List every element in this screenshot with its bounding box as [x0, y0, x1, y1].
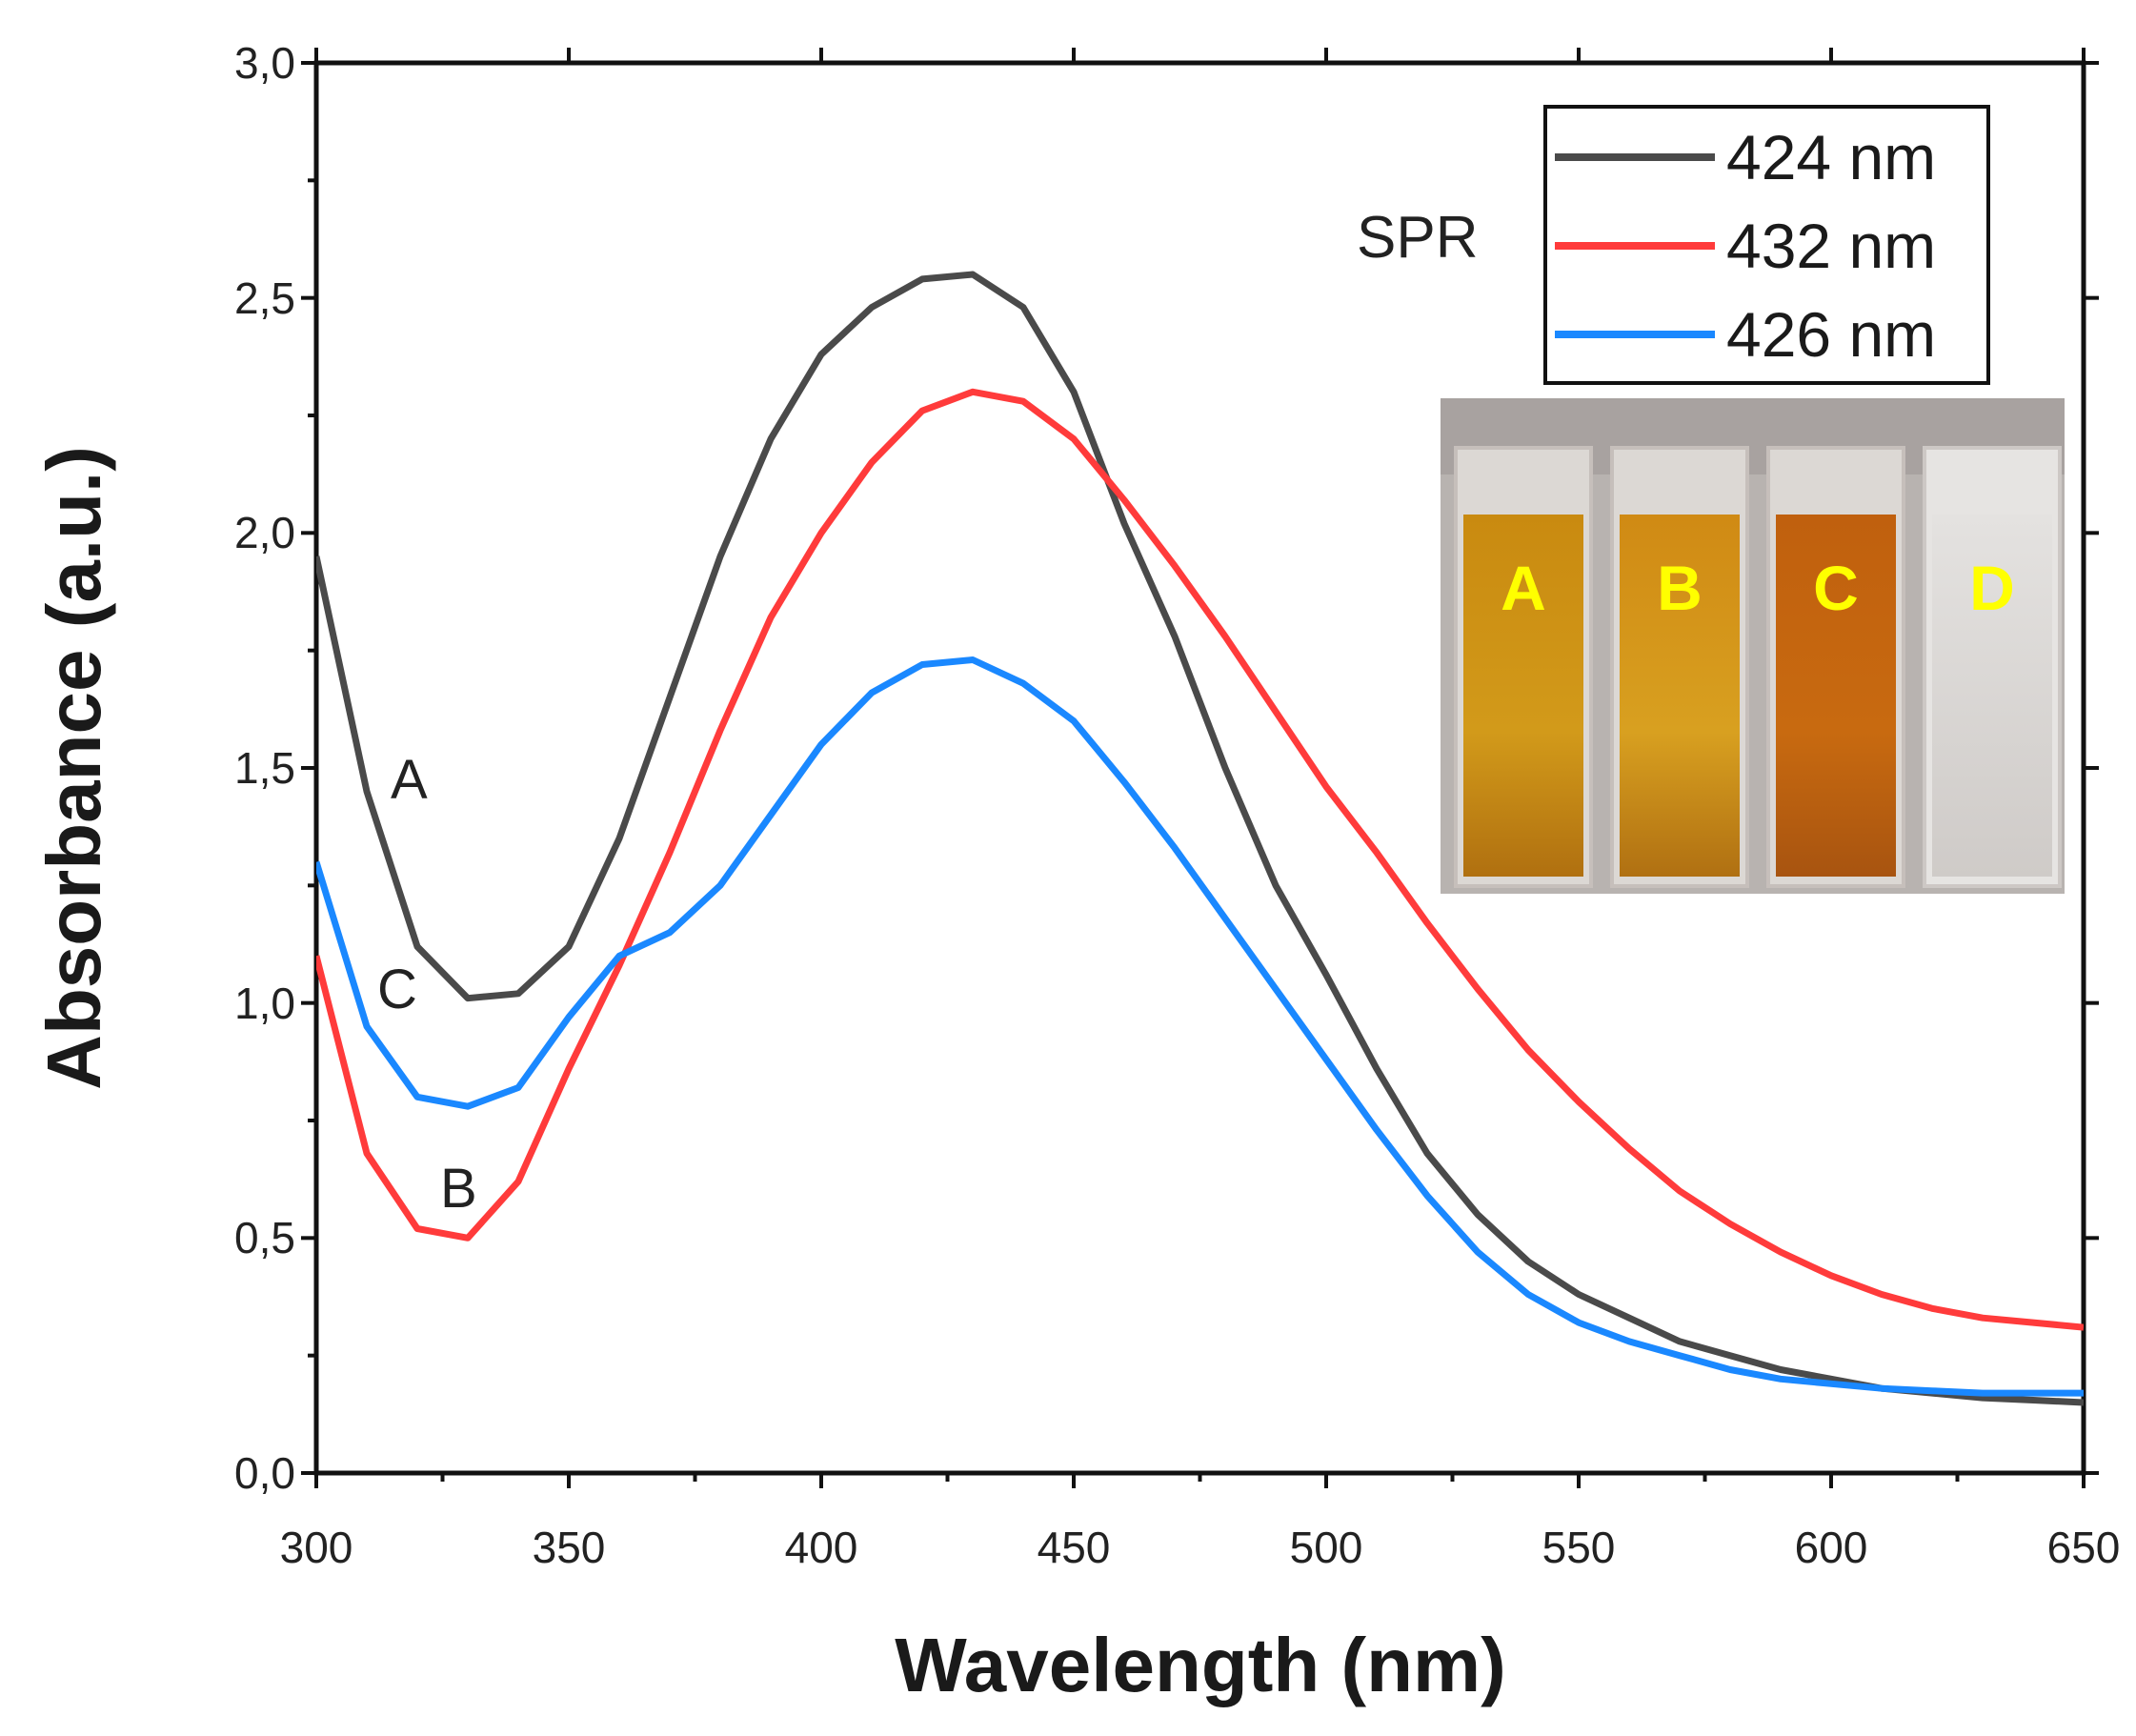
x-tick-labels: 300 350 400 450 500 550 600 650: [280, 1523, 2121, 1572]
cuvette-a-liquid: [1463, 515, 1583, 877]
legend: SPR 424 nm 432 nm 426 nm: [1357, 105, 1990, 385]
x-axis-title: Wavelength (nm): [895, 1623, 1505, 1707]
y-tick-label: 0,0: [234, 1448, 295, 1498]
x-tick-label: 300: [280, 1523, 353, 1572]
cuvette-label-d: D: [1969, 553, 2015, 623]
y-tick-label: 1,5: [234, 743, 295, 793]
x-tick-label: 650: [2047, 1523, 2121, 1572]
curve-label-c: C: [377, 959, 417, 1020]
y-tick-label: 2,5: [234, 273, 295, 323]
x-tick-label: 450: [1038, 1523, 1111, 1572]
curve-label-b: B: [440, 1158, 477, 1220]
y-tick-label: 1,0: [234, 979, 295, 1028]
cuvette-d-liquid: [1932, 515, 2052, 877]
cuvette-c-liquid: [1776, 515, 1896, 877]
series-line-426nm: [316, 656, 2084, 1397]
series-lines: [316, 271, 2084, 1406]
legend-title: SPR: [1357, 205, 1478, 271]
x-tick-label: 600: [1795, 1523, 1868, 1572]
y-tick-labels: 0,0 0,5 1,0 1,5 2,0 2,5 3,0: [234, 38, 295, 1498]
y-tick-label: 3,0: [234, 38, 295, 88]
legend-entry-424nm: 424 nm: [1726, 122, 1936, 192]
legend-entry-432nm: 432 nm: [1726, 211, 1936, 281]
curve-label-a: A: [391, 749, 428, 811]
series-line-432nm: [316, 388, 2084, 1331]
y-tick-label: 2,0: [234, 508, 295, 557]
cuvette-label-c: C: [1813, 553, 1859, 623]
x-tick-label: 500: [1290, 1523, 1363, 1572]
inset-cuvette-photo: A B C D: [1441, 398, 2065, 894]
y-tick-label: 0,5: [234, 1213, 295, 1262]
x-tick-label: 400: [785, 1523, 858, 1572]
x-tick-label: 550: [1542, 1523, 1616, 1572]
cuvette-label-b: B: [1657, 553, 1703, 623]
cuvette-b-liquid: [1620, 515, 1740, 877]
y-axis-title: Absorbance (a.u.): [31, 446, 116, 1090]
cuvette-label-a: A: [1501, 553, 1546, 623]
legend-entry-426nm: 426 nm: [1726, 299, 1936, 370]
series-line-424nm: [316, 271, 2084, 1406]
x-tick-label: 350: [533, 1523, 606, 1572]
axis-ticks: [301, 48, 2099, 1488]
